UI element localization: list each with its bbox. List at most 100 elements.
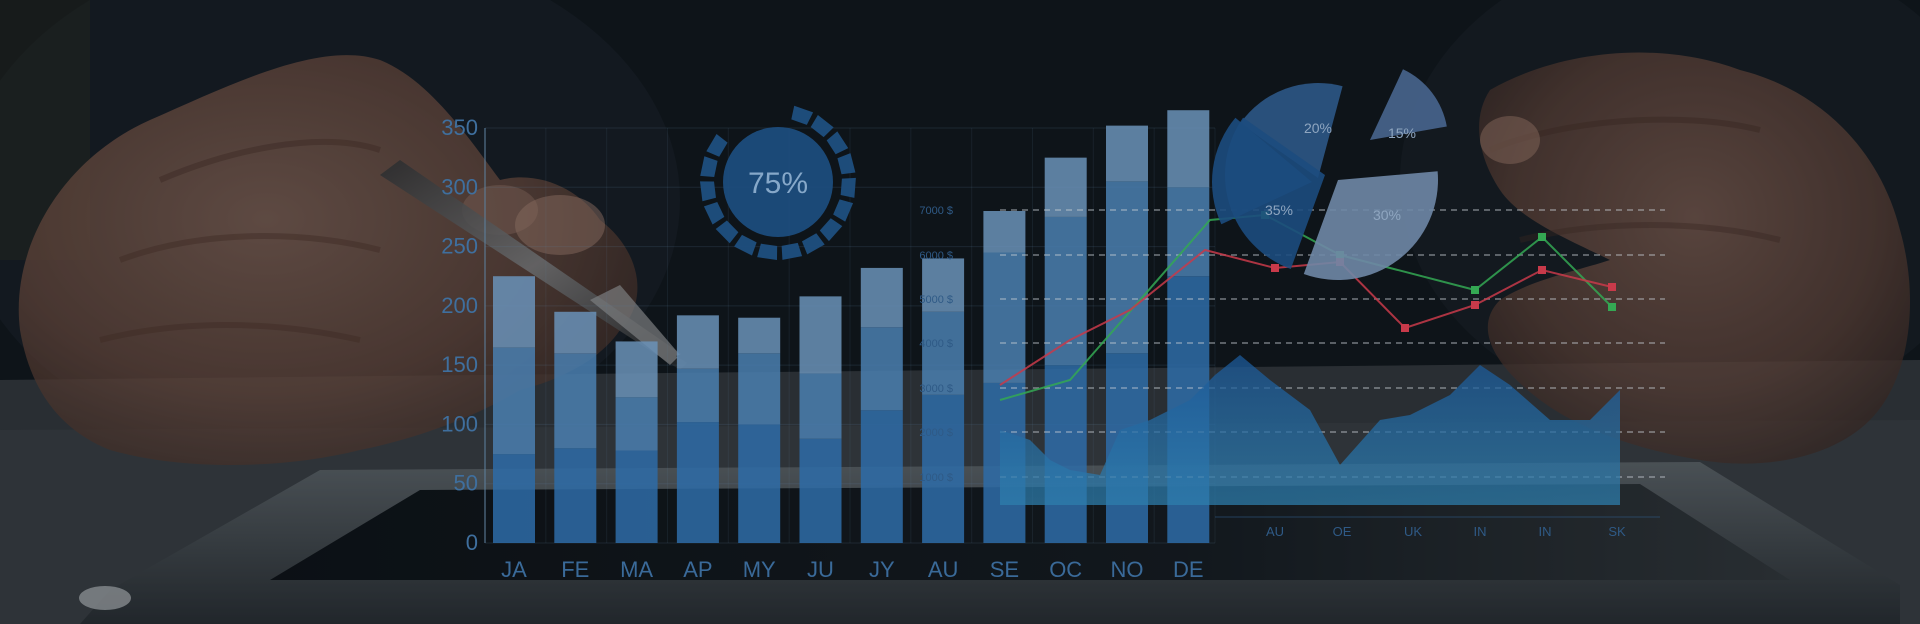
gauge-segment (819, 218, 843, 242)
bar-segment (1044, 157, 1087, 217)
line-x-tick-label: OE (1333, 524, 1352, 539)
pie-slice (1212, 117, 1312, 225)
bar-segment (493, 347, 535, 455)
bar-x-tick-label: MA (620, 557, 653, 582)
gauge-segment (703, 202, 725, 225)
bar-x-tick-label: FE (561, 557, 589, 582)
gauge-segment (715, 220, 739, 244)
pie-slice-label: 35% (1265, 202, 1293, 218)
bar-segment (676, 315, 719, 369)
bar-segment (615, 341, 658, 398)
pie-slice (1303, 171, 1438, 281)
line-point-red (1538, 266, 1546, 274)
bar-segment (676, 368, 719, 423)
gauge-segment (700, 181, 716, 202)
bar-x-tick-label: AP (683, 557, 712, 582)
bar-segment (860, 410, 903, 543)
pie-chart: 20% 15% 30% 35% (1212, 69, 1447, 281)
bar-segment (799, 296, 842, 374)
line-y-tick-label: 5000 $ (919, 294, 953, 306)
line-point-green (1538, 233, 1546, 241)
bar-x-tick-label: SE (990, 557, 1019, 582)
bar-segment (738, 424, 781, 543)
line-x-tick-label: AU (1266, 524, 1284, 539)
line-y-tick-label: 1000 $ (919, 472, 953, 484)
line-y-tick-label: 7000 $ (919, 205, 953, 217)
bar-segment (1044, 216, 1087, 366)
gauge-label: 75% (748, 167, 808, 200)
bar-segment (615, 450, 658, 543)
bar-y-tick-label: 350 (441, 115, 478, 140)
bar-segment (1106, 125, 1148, 182)
bar-y-tick-label: 0 (466, 530, 478, 555)
area-chart (1000, 355, 1620, 505)
gauge-segment (700, 156, 718, 177)
bar-segment (738, 317, 781, 354)
bar-segment (554, 448, 597, 543)
line-x-tick-label: UK (1404, 524, 1422, 539)
bar-y-tick-label: 200 (441, 293, 478, 318)
gauge-center (723, 127, 833, 237)
bar-x-tick-label: JA (501, 557, 527, 582)
bar-segment (922, 311, 965, 395)
bar-segment (738, 353, 781, 425)
bar-x-tick-label: JU (807, 557, 834, 582)
line-point-green (1471, 286, 1479, 294)
gauge-segment (840, 177, 856, 198)
pie-slice (1240, 83, 1343, 178)
area-fill (1000, 355, 1620, 505)
gauge-segment (801, 233, 825, 255)
line-x-tick-label: IN (1474, 524, 1487, 539)
bar-y-tick-label: 100 (441, 411, 478, 436)
pie-slice-label: 30% (1373, 207, 1401, 223)
line-x-tick-label: IN (1539, 524, 1552, 539)
bar-segment (493, 276, 535, 348)
pie-slice-label: 15% (1388, 125, 1416, 141)
gauge-segment (810, 114, 834, 138)
bar-x-tick-label: OC (1049, 557, 1082, 582)
line-point-red (1401, 324, 1409, 332)
line-point-red (1271, 264, 1279, 272)
bar-x-tick-label: AU (928, 557, 959, 582)
bar-segment (1106, 181, 1148, 354)
gauge-segment (781, 242, 803, 260)
gauge-chart: 75% (700, 105, 856, 260)
pie-slice-label: 20% (1304, 120, 1332, 136)
bar-segment (799, 438, 842, 543)
bar-x-tick-label: JY (869, 557, 895, 582)
gauge-segment (757, 243, 778, 260)
bar-segment (983, 252, 1026, 383)
line-y-tick-label: 4000 $ (919, 338, 953, 350)
bar-segment (676, 422, 719, 543)
bar-y-tick-label: 250 (441, 234, 478, 259)
pie-slice (1370, 69, 1447, 140)
line-y-tick-label: 6000 $ (919, 250, 953, 262)
line-y-tick-label: 3000 $ (919, 383, 953, 395)
bar-x-tick-label: MY (743, 557, 776, 582)
bar-segment (554, 311, 597, 354)
bar-segment (554, 353, 597, 449)
left-hand (18, 55, 638, 466)
bar-x-tick-label: DE (1173, 557, 1204, 582)
bar-segment (799, 373, 842, 439)
gauge-segment (734, 234, 757, 256)
bar-segment (983, 211, 1026, 253)
bar-x-tick-label: NO (1111, 557, 1144, 582)
bar-segment (922, 258, 965, 312)
bar-segment (922, 394, 965, 543)
bar-segment (860, 267, 903, 328)
gauge-segment (826, 131, 849, 155)
bar-segment (493, 454, 535, 543)
gauge-segment (833, 199, 854, 222)
bar-y-tick-label: 50 (454, 471, 478, 496)
bar-segment (615, 397, 658, 451)
gauge-segment (791, 105, 814, 125)
bar-segment (1044, 365, 1087, 543)
bar-y-tick-label: 300 (441, 174, 478, 199)
bar-segment (1167, 110, 1210, 188)
line-point-red (1608, 283, 1616, 291)
line-y-tick-label: 2000 $ (919, 427, 953, 439)
line-point-green (1608, 303, 1616, 311)
